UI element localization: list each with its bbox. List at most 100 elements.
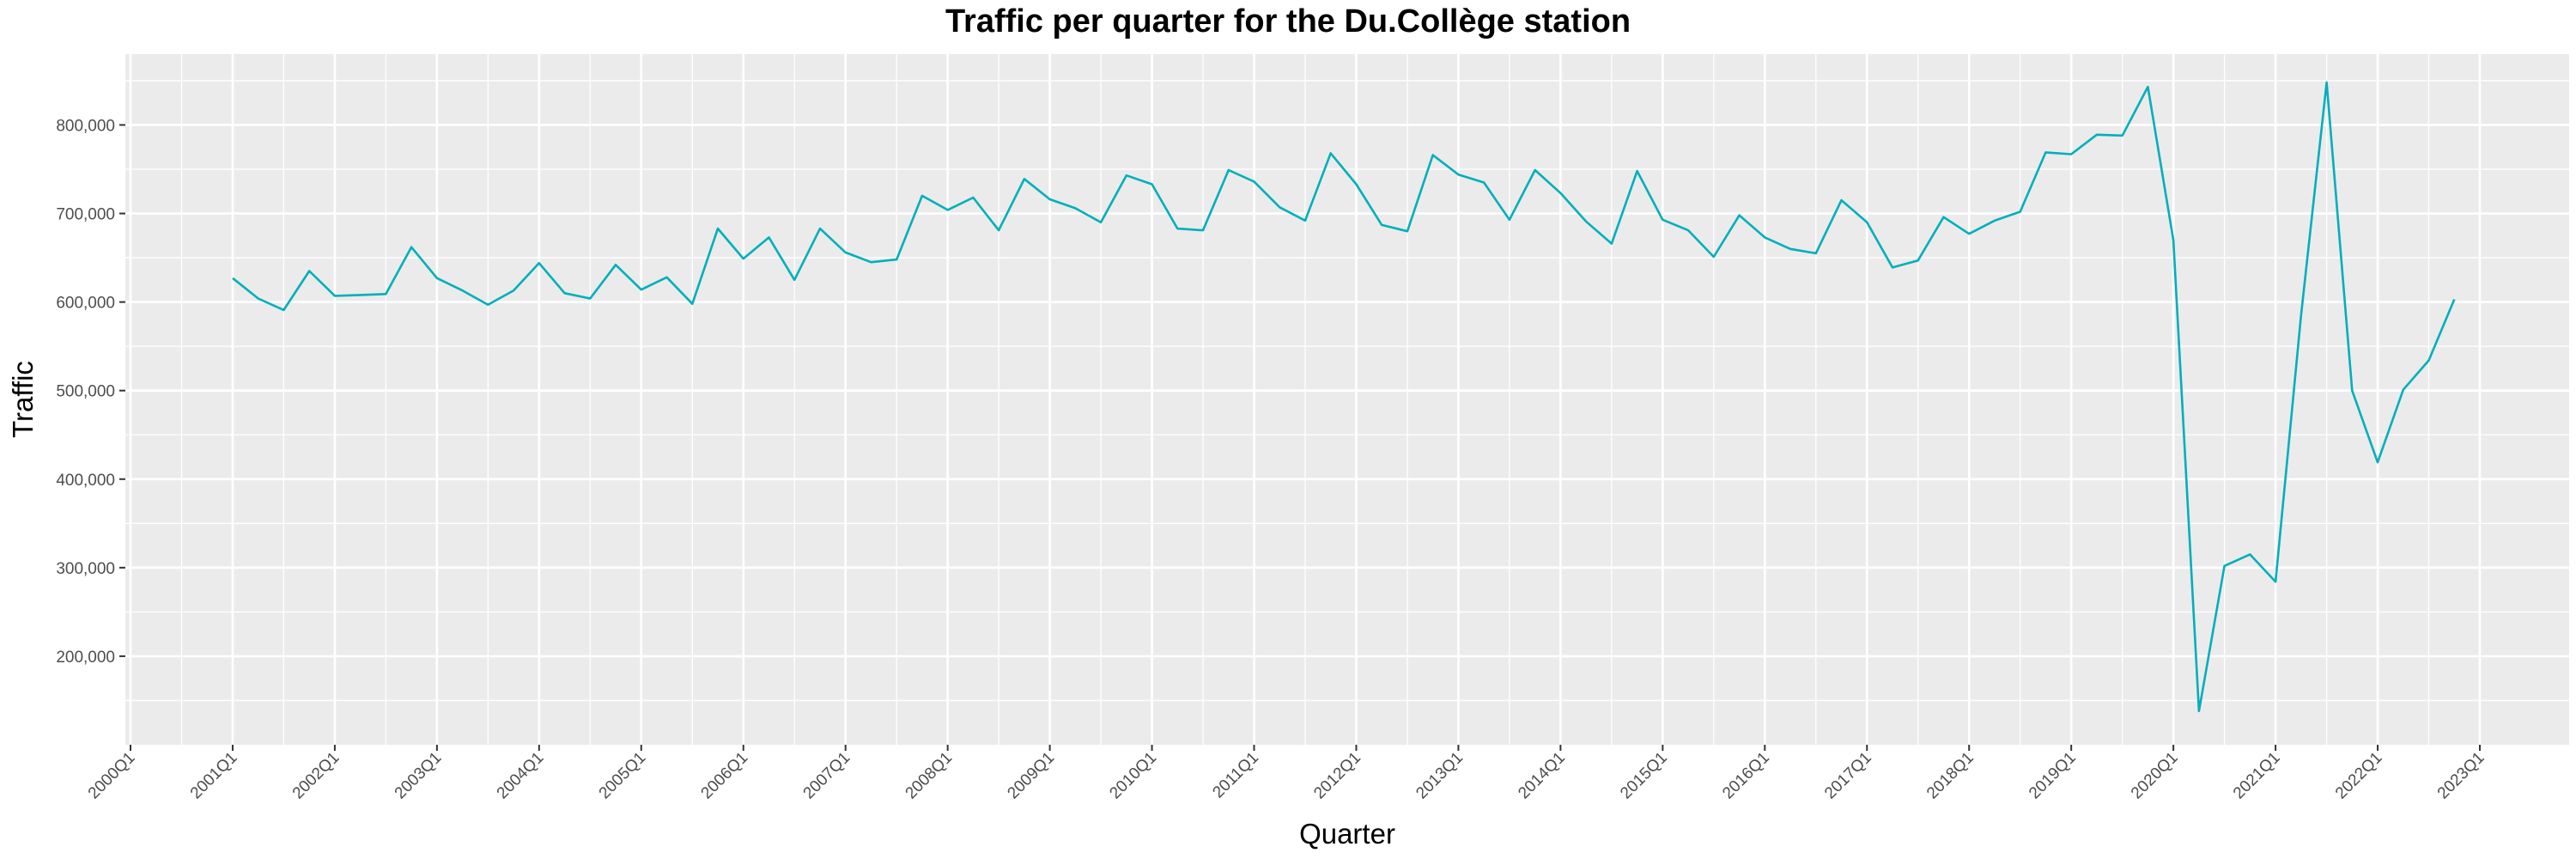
data-point	[2274, 580, 2277, 583]
x-tick-label: 2004Q1	[494, 749, 548, 803]
data-point	[1380, 223, 1383, 227]
data-point	[435, 277, 439, 280]
data-point	[2452, 298, 2456, 302]
x-tick-label: 2011Q1	[1209, 749, 1262, 802]
data-point	[2069, 152, 2073, 155]
data-point	[1865, 221, 1868, 224]
data-point	[2325, 81, 2329, 84]
data-point	[1073, 206, 1077, 210]
y-tick-label: 600,000	[56, 295, 115, 313]
x-axis: 2000Q1 2001Q1 2002Q1 2003Q1 2004Q1 2005Q1 2006…	[85, 745, 2488, 802]
x-tick-label: 2018Q1	[1923, 749, 1978, 803]
data-point	[1227, 168, 1230, 172]
minor-gridlines-x	[180, 54, 2430, 745]
data-point	[1048, 198, 1052, 201]
data-point	[1406, 229, 1409, 233]
data-point	[512, 289, 515, 292]
data-point	[2248, 552, 2251, 556]
data-point	[997, 228, 1000, 232]
y-tick-label: 500,000	[56, 383, 115, 401]
x-tick-label: 2010Q1	[1106, 749, 1160, 803]
data-point	[1431, 154, 1435, 157]
x-tick-label: 2001Q1	[187, 749, 241, 803]
data-point	[614, 263, 617, 266]
plot-panel	[125, 54, 2569, 745]
data-point	[1636, 169, 1639, 173]
y-tick-label: 400,000	[56, 472, 115, 490]
data-point	[1738, 214, 1741, 217]
data-point	[2427, 359, 2431, 362]
data-point	[2376, 460, 2379, 464]
x-tick-label: 2002Q1	[289, 749, 343, 803]
data-point	[1201, 228, 1205, 232]
data-point	[742, 257, 745, 260]
data-point	[1023, 177, 1026, 180]
data-point	[1534, 168, 1537, 172]
data-point	[2350, 389, 2354, 393]
data-point	[844, 251, 848, 254]
y-tick-label: 200,000	[56, 649, 115, 667]
y-axis: 200,000 300,000 400,000 500,000 600,000 700,0…	[56, 117, 125, 667]
x-tick-label: 2019Q1	[2026, 749, 2080, 803]
data-point	[1329, 151, 1333, 155]
x-tick-label: 2017Q1	[1821, 749, 1875, 803]
data-point	[1558, 192, 1562, 195]
data-point	[333, 294, 337, 297]
data-point	[588, 296, 592, 300]
x-tick-label: 2020Q1	[2128, 749, 2182, 803]
data-point	[1508, 218, 1511, 222]
data-point	[1253, 180, 1256, 183]
data-point	[1941, 216, 1945, 219]
data-point	[1763, 235, 1766, 239]
data-point	[1354, 183, 1358, 186]
data-point	[793, 278, 796, 282]
data-point	[1456, 173, 1460, 176]
data-point	[257, 296, 260, 300]
data-point	[920, 194, 924, 198]
data-point	[307, 270, 311, 273]
x-tick-label: 2021Q1	[2230, 749, 2284, 803]
data-point	[1993, 219, 1996, 222]
data-point	[665, 276, 669, 279]
data-point	[1278, 205, 1281, 209]
chart-title: Traffic per quarter for the Du.Collège s…	[945, 3, 1631, 40]
data-point	[869, 260, 872, 264]
major-gridlines-y	[125, 124, 2569, 658]
x-tick-label: 2016Q1	[1719, 749, 1773, 803]
x-tick-label: 2006Q1	[698, 749, 752, 803]
data-point	[486, 303, 489, 307]
data-point	[2300, 314, 2303, 317]
data-point	[2223, 564, 2227, 568]
data-point	[231, 277, 234, 280]
y-tick-label: 800,000	[56, 117, 115, 135]
data-point	[1151, 183, 1154, 186]
x-tick-label: 2007Q1	[800, 749, 854, 803]
data-point	[971, 196, 975, 199]
data-point	[359, 293, 362, 296]
data-point	[1482, 180, 1485, 184]
data-point	[2197, 710, 2201, 713]
y-tick-label: 300,000	[56, 560, 115, 578]
x-axis-title: Quarter	[1299, 818, 1395, 850]
data-point	[818, 227, 822, 230]
data-point	[640, 288, 643, 291]
data-point	[1099, 221, 1103, 224]
data-point	[2402, 388, 2405, 392]
data-point	[1891, 265, 1894, 269]
major-gridlines-x	[129, 54, 2482, 745]
y-axis-title: Traffic	[7, 361, 39, 438]
data-point	[1814, 252, 1818, 255]
x-tick-label: 2003Q1	[392, 749, 446, 803]
y-tick-label: 700,000	[56, 206, 115, 224]
data-point	[1125, 174, 1128, 177]
series-traffic	[231, 81, 2456, 713]
data-point	[2146, 85, 2149, 88]
x-tick-label: 2008Q1	[902, 749, 957, 803]
data-point	[1712, 255, 1716, 259]
data-point	[563, 291, 567, 295]
data-point	[2095, 133, 2099, 137]
x-tick-label: 2015Q1	[1617, 749, 1671, 803]
x-tick-label: 2012Q1	[1310, 749, 1364, 803]
x-tick-label: 2022Q1	[2332, 749, 2386, 803]
